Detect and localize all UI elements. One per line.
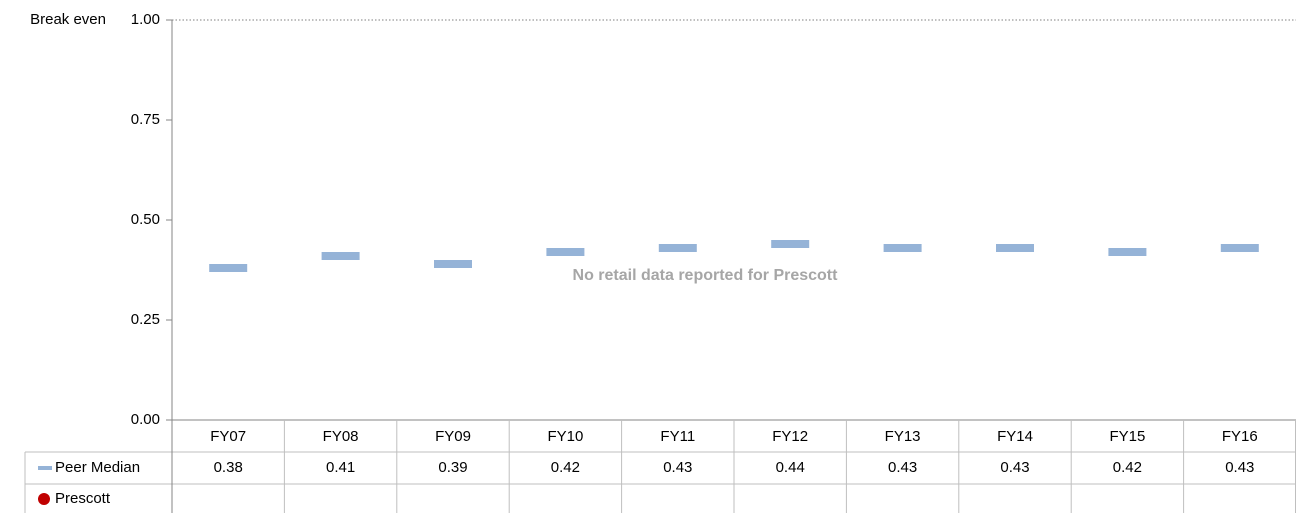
table-value: 0.42 (551, 459, 580, 476)
dash-marker (996, 244, 1034, 252)
table-value: 0.43 (1000, 459, 1029, 476)
table-value: 0.43 (663, 459, 692, 476)
table-value: 0.39 (438, 459, 467, 476)
dash-marker (883, 244, 922, 252)
dash-marker (1220, 244, 1259, 252)
table-value: 0.38 (214, 459, 243, 476)
x-tick-label: FY11 (660, 428, 695, 445)
dash-marker (321, 252, 360, 260)
dash-marker (658, 244, 697, 252)
y-tick-label: 0.00 (131, 411, 160, 428)
legend-label: Prescott (55, 490, 111, 507)
x-tick-label: FY13 (885, 428, 921, 445)
dash-marker (1108, 248, 1147, 256)
table-value: 0.43 (1225, 459, 1254, 476)
x-tick-label: FY07 (210, 428, 246, 445)
legend-marker (38, 466, 52, 470)
table-value: 0.44 (776, 459, 805, 476)
y-tick-label: 0.75 (131, 111, 160, 128)
dash-marker (434, 260, 472, 268)
x-tick-label: FY08 (323, 428, 359, 445)
y-tick-label: 0.50 (131, 211, 160, 228)
table-value: 0.43 (888, 459, 917, 476)
dash-marker (209, 264, 248, 272)
annotation: No retail data reported for Prescott (573, 267, 839, 284)
dash-marker (546, 248, 585, 256)
y-tick-label: 0.25 (131, 311, 160, 328)
x-tick-label: FY12 (772, 428, 808, 445)
y-tick-label: 1.00 (131, 11, 160, 28)
x-tick-label: FY16 (1222, 428, 1258, 445)
reference-label: Break even (30, 11, 106, 28)
dash-marker (771, 240, 810, 248)
legend-marker (38, 493, 50, 505)
x-tick-label: FY15 (1109, 428, 1145, 445)
x-tick-label: FY10 (547, 428, 583, 445)
x-tick-label: FY14 (997, 428, 1033, 445)
table-value: 0.42 (1113, 459, 1142, 476)
table-value: 0.41 (326, 459, 355, 476)
legend-label: Peer Median (55, 459, 140, 476)
x-tick-label: FY09 (435, 428, 471, 445)
